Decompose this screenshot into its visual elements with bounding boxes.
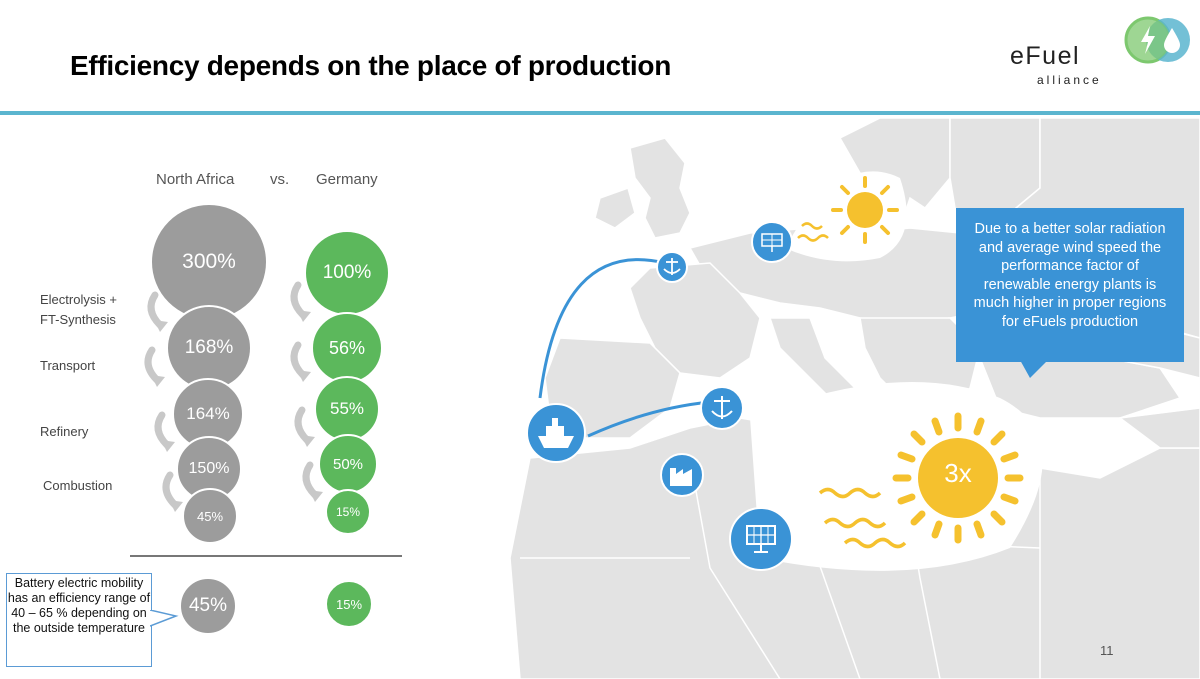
logo-sub: alliance [1037,73,1102,87]
column-north-africa: North Africa [156,171,235,188]
divider-line [130,555,402,557]
sun-icon-germany [831,176,899,244]
lightning-icon [1141,26,1155,54]
solar-panel-icon-germany [751,221,793,263]
germany-electrolysis: 100% [304,230,390,316]
row-label-transport: Transport [40,358,96,373]
process-arrows [144,281,323,512]
row-label-electrolysis: Electrolysis + [40,292,117,307]
north-africa-electrolysis: 300% [150,203,268,321]
north-africa-battery: 45% [179,577,237,635]
battery-note: Battery electric mobility has an efficie… [6,573,152,667]
logo-circles [1124,16,1190,64]
column-vs: vs. [270,171,290,188]
germany-refinery: 55% [314,376,380,442]
germany-battery: 15% [325,580,373,628]
north-africa-result: 45% [182,488,238,544]
water-drop-icon [1164,28,1180,53]
germany-combustion: 50% [318,434,378,494]
info-callout: Due to a better solar radiation and aver… [956,208,1184,362]
map-land [509,118,1200,679]
route-north [538,258,666,399]
battery-note-tail [150,610,179,627]
north-africa-combustion: 150% [176,436,242,502]
page-title: Efficiency depends on the place of produ… [70,50,672,81]
column-germany: Germany [316,171,378,188]
header-rule [0,111,1200,115]
info-callout-tail [1020,360,1048,378]
page-number: 11 [1100,643,1114,658]
solar-panel-icon-africa [729,507,793,571]
efuel-alliance-logo: eFuel alliance [1000,14,1190,94]
wind-icon-africa [818,487,907,549]
sun-icon-africa [892,412,1024,544]
sun-multiplier-label: 3x [944,458,972,488]
map-icons [526,176,1024,571]
route-south [587,400,711,438]
anchor-icon-south [700,386,744,430]
ship-icon [526,403,586,463]
germany-transport: 56% [311,312,383,384]
wind-icon-germany-2 [801,222,823,230]
anchor-icon-north [656,251,688,283]
logo-word: eFuel [1010,42,1081,70]
row-label-combustion: Combustion [43,478,113,493]
factory-icon [660,453,704,497]
wind-icon-germany [797,234,829,242]
row-label-refinery: Refinery [40,424,89,439]
row-label-ft-synthesis: FT-Synthesis [40,312,116,327]
germany-result: 15% [325,489,371,535]
